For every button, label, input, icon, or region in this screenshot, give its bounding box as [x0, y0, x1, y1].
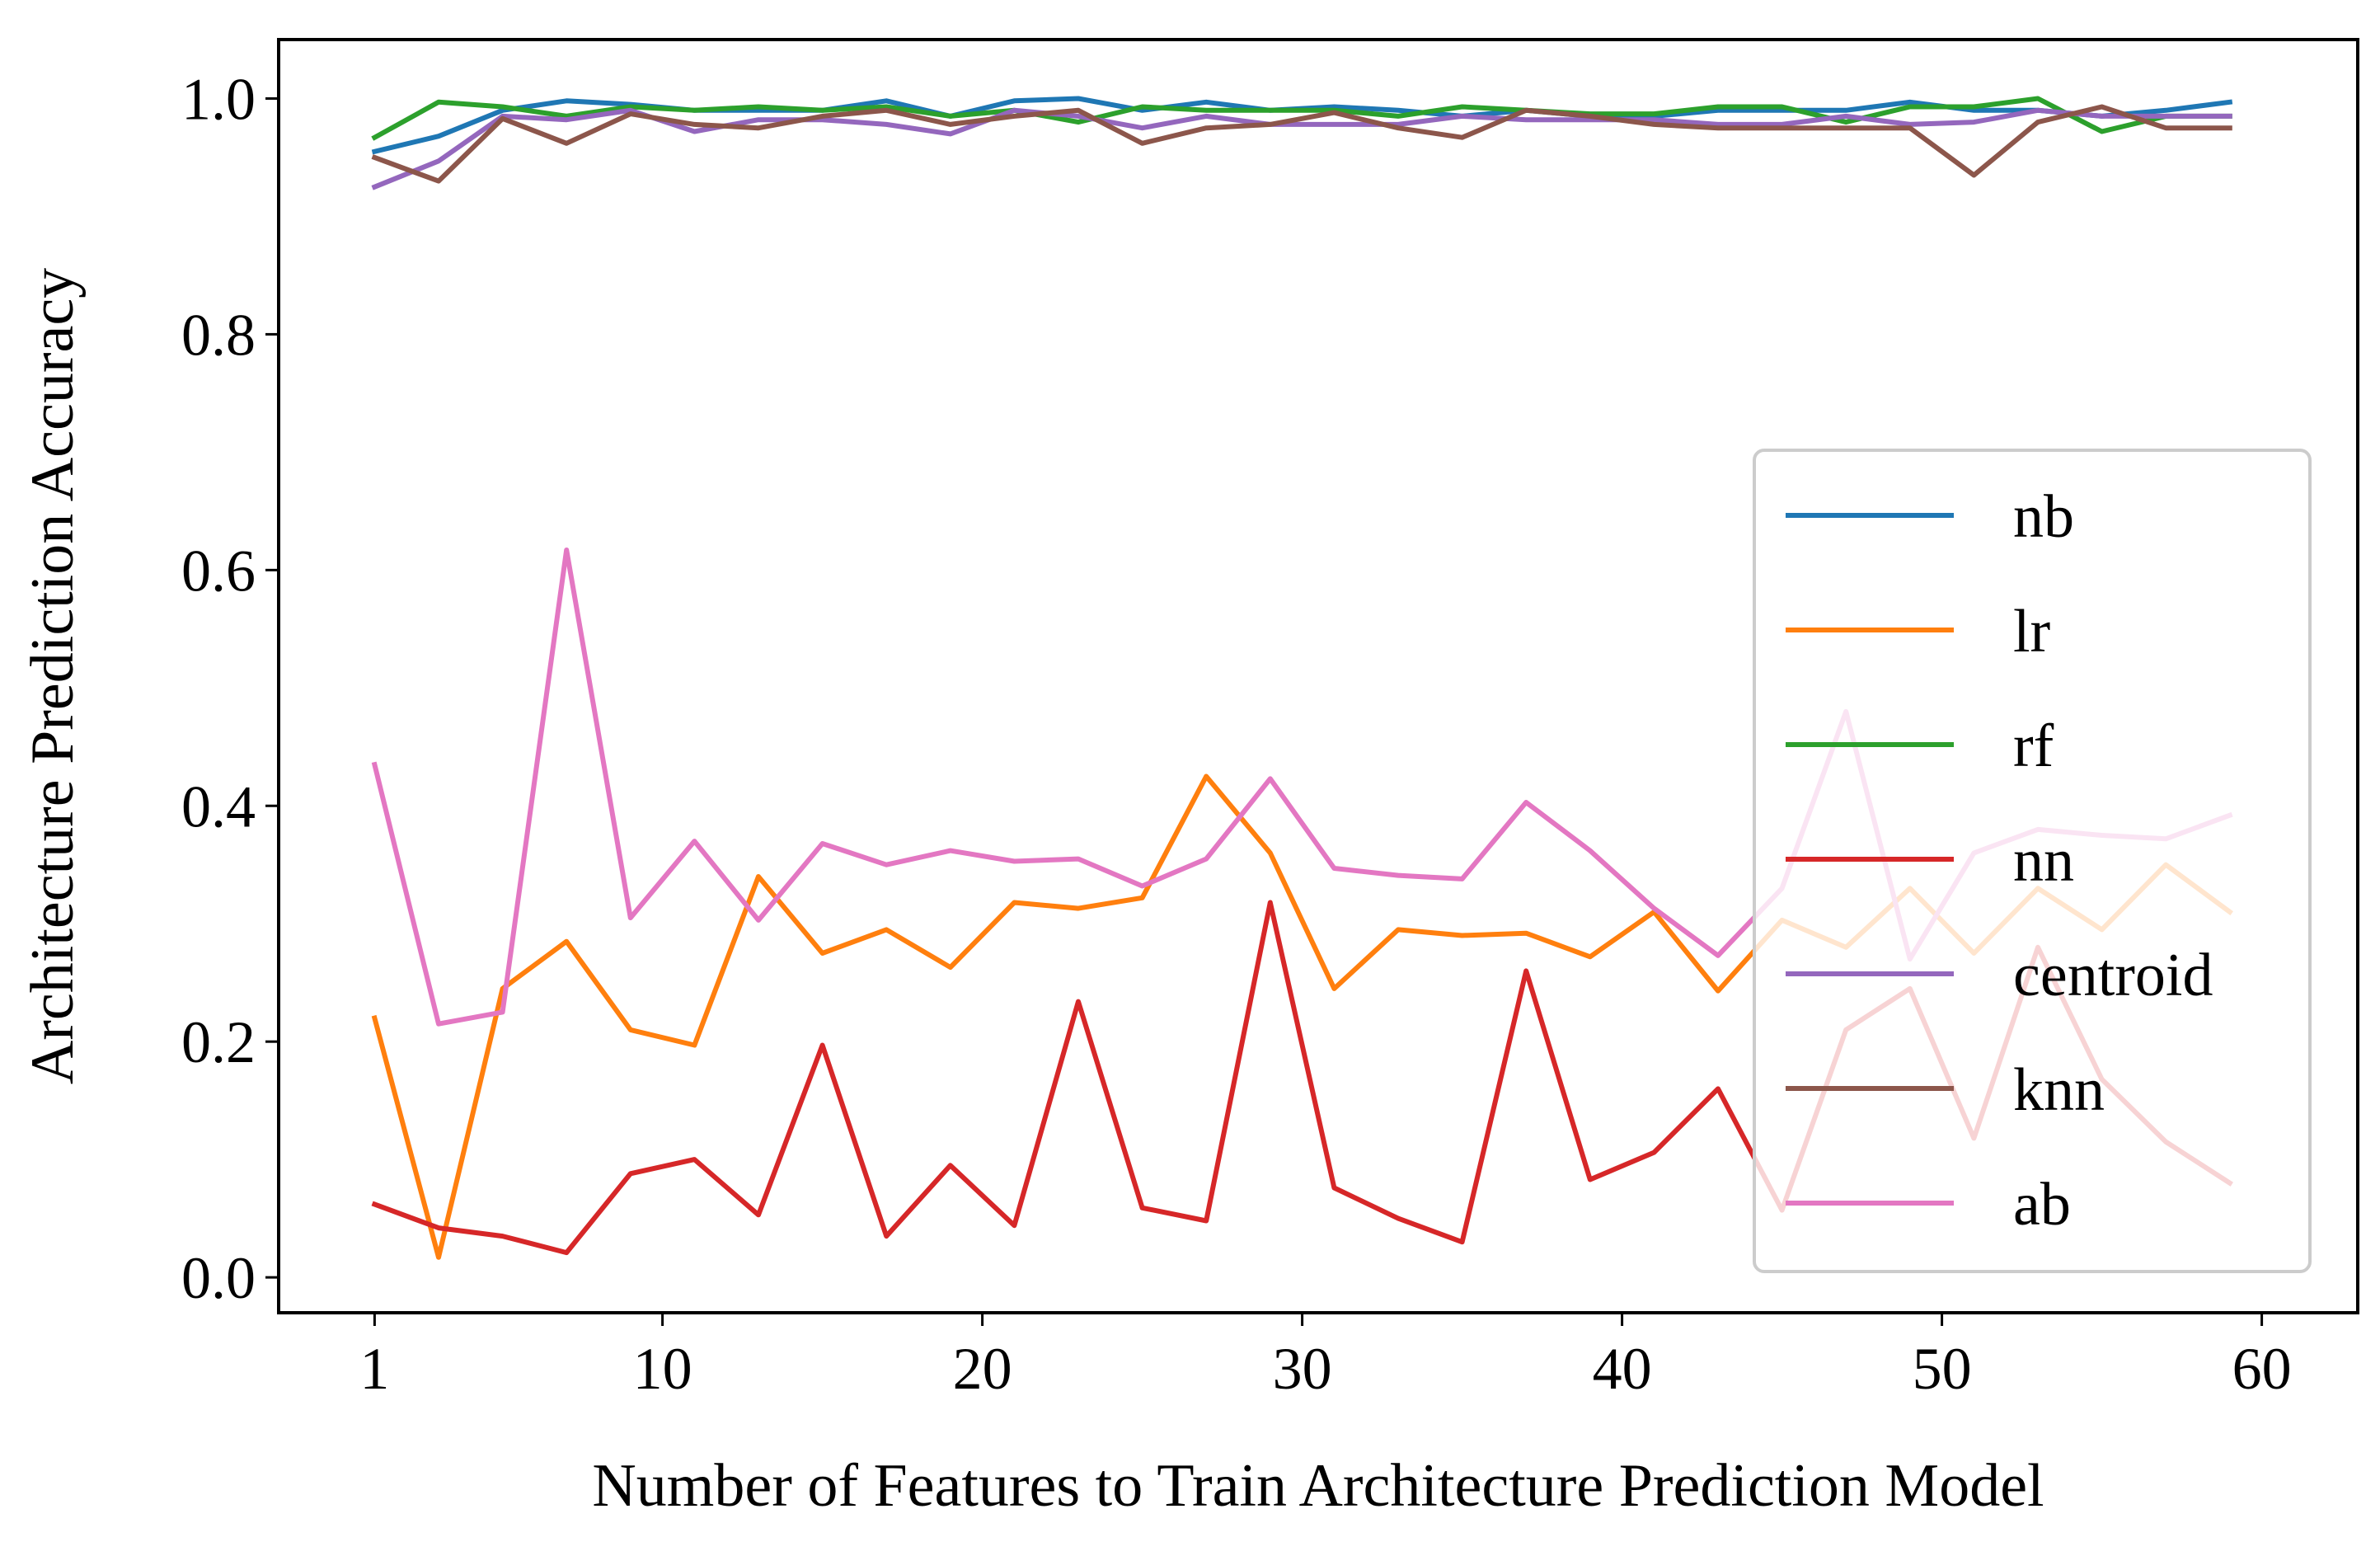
- y-tick-label: 0.6: [181, 538, 256, 604]
- y-tick-label: 0.0: [181, 1245, 256, 1311]
- x-tick-label: 30: [1273, 1336, 1332, 1402]
- x-axis-label: Number of Features to Train Architecture…: [592, 1452, 2044, 1520]
- x-tick-label: 20: [953, 1336, 1012, 1402]
- legend-label-centroid: centroid: [2013, 942, 2213, 1009]
- legend-label-ab: ab: [2013, 1171, 2071, 1239]
- series-line-knn: [371, 104, 2232, 184]
- legend-box: [1753, 449, 2312, 1273]
- series-line-centroid: [371, 107, 2232, 190]
- y-tick-label: 0.4: [181, 773, 256, 839]
- legend-label-knn: knn: [2013, 1056, 2105, 1124]
- series-layer: [371, 96, 2233, 1260]
- y-axis: 0.0 0.2 0.4 0.6 0.8 1.0: [181, 66, 279, 1311]
- x-axis: 1 10 20 30 40 50 60: [359, 1313, 2292, 1402]
- legend: nb lr rf nn centroid knn ab: [1753, 449, 2312, 1273]
- y-axis-label: Architecture Prediction Accuracy: [19, 268, 87, 1084]
- legend-label-nn: nn: [2013, 827, 2074, 895]
- x-tick-label: 10: [633, 1336, 692, 1402]
- x-tick-label: 50: [1913, 1336, 1972, 1402]
- x-tick-label: 60: [2232, 1336, 2292, 1402]
- x-tick-label: 1: [359, 1336, 389, 1402]
- y-tick-label: 0.2: [181, 1009, 256, 1075]
- plot-frame: [277, 38, 2359, 1314]
- legend-label-rf: rf: [2013, 712, 2054, 780]
- x-tick-label: 40: [1593, 1336, 1652, 1402]
- y-tick-label: 1.0: [181, 66, 256, 132]
- y-tick-label: 0.8: [181, 302, 256, 368]
- legend-label-lr: lr: [2013, 598, 2050, 665]
- series-line-rf: [371, 96, 2232, 141]
- legend-label-nb: nb: [2013, 483, 2074, 551]
